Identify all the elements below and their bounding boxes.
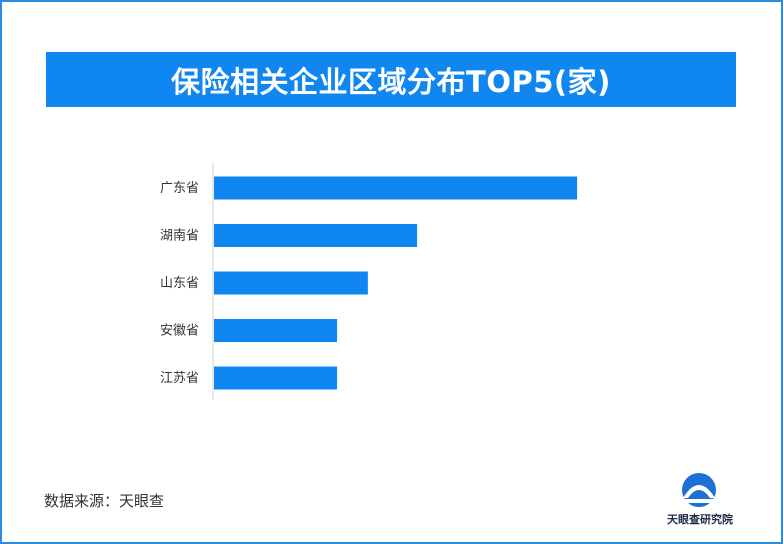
category-label-3: 安徽省 bbox=[160, 324, 199, 339]
data-source: 数据来源：天眼查 bbox=[44, 492, 165, 510]
category-label-0: 广东省 bbox=[160, 181, 199, 196]
category-label-4: 江苏省 bbox=[160, 370, 199, 386]
bar-4 bbox=[214, 366, 338, 390]
category-label-1: 湖南省 bbox=[160, 228, 199, 244]
tianyancha-logo-icon bbox=[681, 473, 717, 507]
category-label-2: 山东省 bbox=[160, 276, 199, 291]
bar-2 bbox=[214, 271, 368, 295]
bar-3 bbox=[214, 319, 338, 342]
title-banner: 保险相关企业区域分布TOP5(家) bbox=[46, 52, 736, 107]
bar-1 bbox=[214, 224, 418, 247]
bar-0 bbox=[214, 176, 578, 200]
chart-title: 保险相关企业区域分布TOP5(家) bbox=[171, 64, 611, 99]
tianyancha-logo: 天眼查研究院 bbox=[655, 468, 745, 530]
logo-text: 天眼查研究院 bbox=[667, 513, 733, 526]
